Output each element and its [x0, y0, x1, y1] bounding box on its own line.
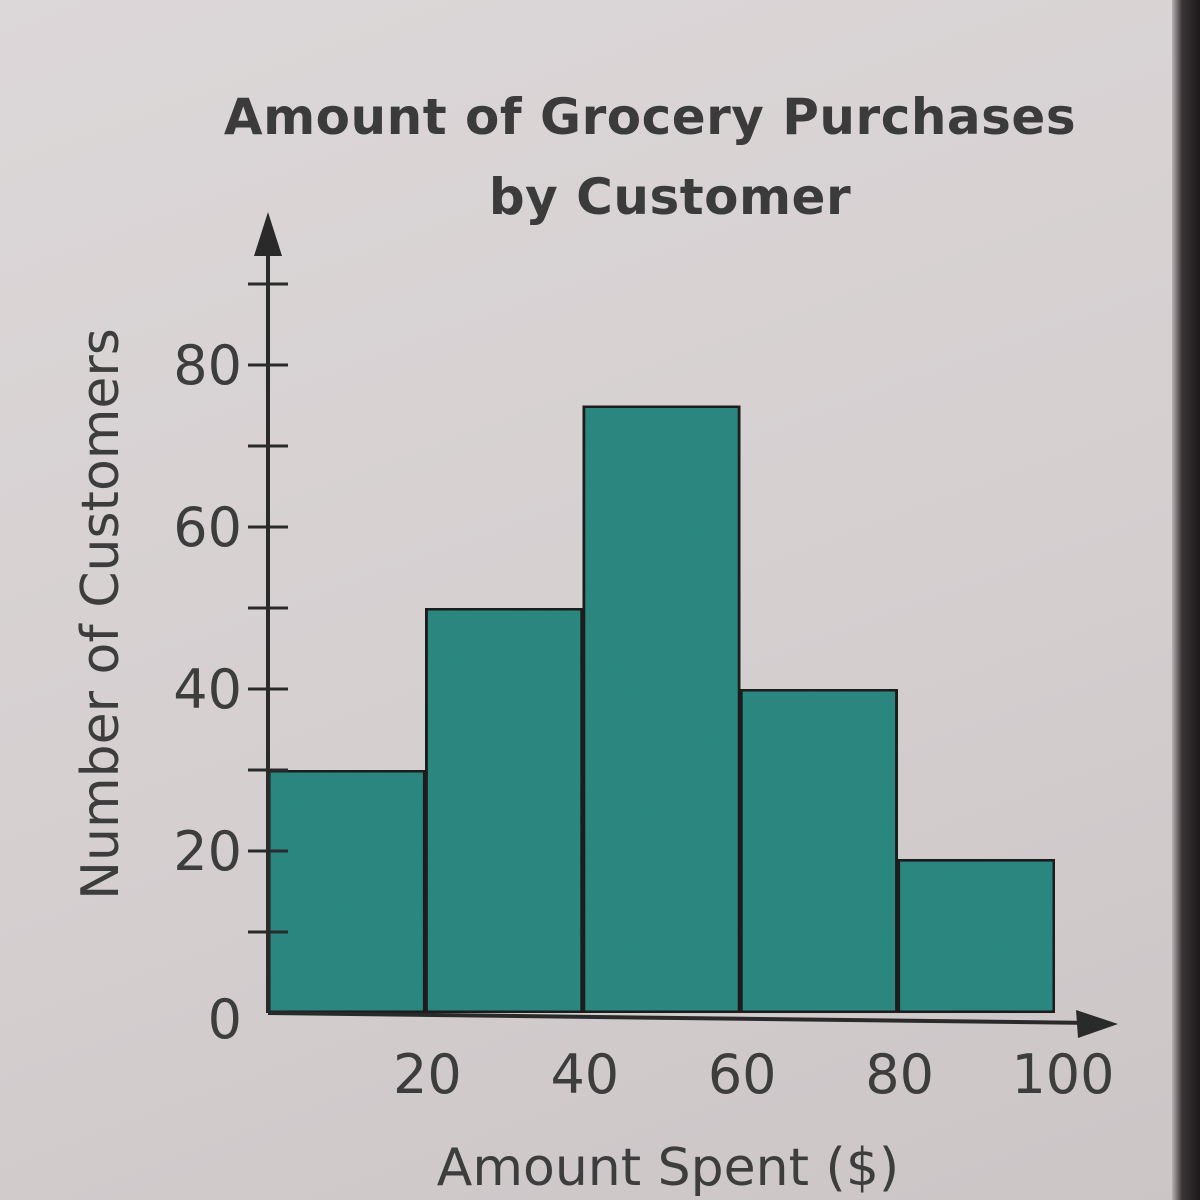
x-axis-arrow-icon	[1076, 1010, 1118, 1038]
y-axis-label: Number of Customers	[71, 328, 131, 900]
x-axis-line	[267, 1011, 1096, 1025]
y-tick-label: 80	[173, 334, 242, 397]
x-tick-label: 100	[1011, 1043, 1114, 1106]
page-edge-shadow	[1172, 0, 1200, 1200]
x-axis-label: Amount Spent ($)	[437, 1138, 899, 1198]
histogram-bar	[422, 605, 586, 1016]
x-tick-label: 60	[708, 1043, 777, 1106]
x-tick-label: 80	[865, 1043, 934, 1106]
histogram-bar	[580, 403, 743, 1016]
chart-title-line-1: Amount of Grocery Purchases	[223, 88, 1077, 146]
bars-group	[265, 403, 1058, 1016]
x-tick-label: 40	[550, 1043, 619, 1106]
ticks-group: 0 20 40 60 80 20 40 60 80 100	[173, 282, 1115, 1106]
y-tick-label: 40	[173, 658, 242, 721]
y-axis-arrow-icon	[254, 212, 282, 256]
histogram-bar	[265, 767, 428, 1016]
y-tick-label: 60	[173, 496, 242, 559]
histogram-bar	[895, 856, 1058, 1016]
histogram-bar	[737, 686, 901, 1016]
axes-group	[254, 212, 1118, 1038]
x-tick-label: 20	[393, 1043, 462, 1106]
y-tick-label: 0	[208, 988, 242, 1051]
y-tick-label: 20	[173, 820, 242, 883]
chart-title-line-2: by Customer	[488, 168, 852, 226]
